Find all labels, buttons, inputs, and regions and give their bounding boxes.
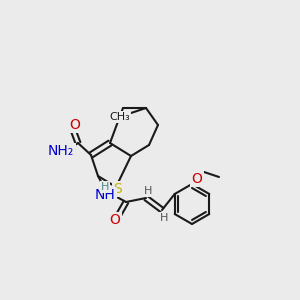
Text: S: S — [114, 182, 122, 196]
Text: O: O — [110, 213, 120, 227]
Text: H: H — [160, 213, 168, 223]
Text: H: H — [144, 186, 152, 196]
Text: O: O — [192, 172, 203, 186]
Text: NH₂: NH₂ — [48, 144, 74, 158]
Text: NH: NH — [94, 188, 116, 202]
Text: H: H — [101, 182, 109, 192]
Text: CH₃: CH₃ — [110, 112, 130, 122]
Text: O: O — [70, 118, 80, 132]
